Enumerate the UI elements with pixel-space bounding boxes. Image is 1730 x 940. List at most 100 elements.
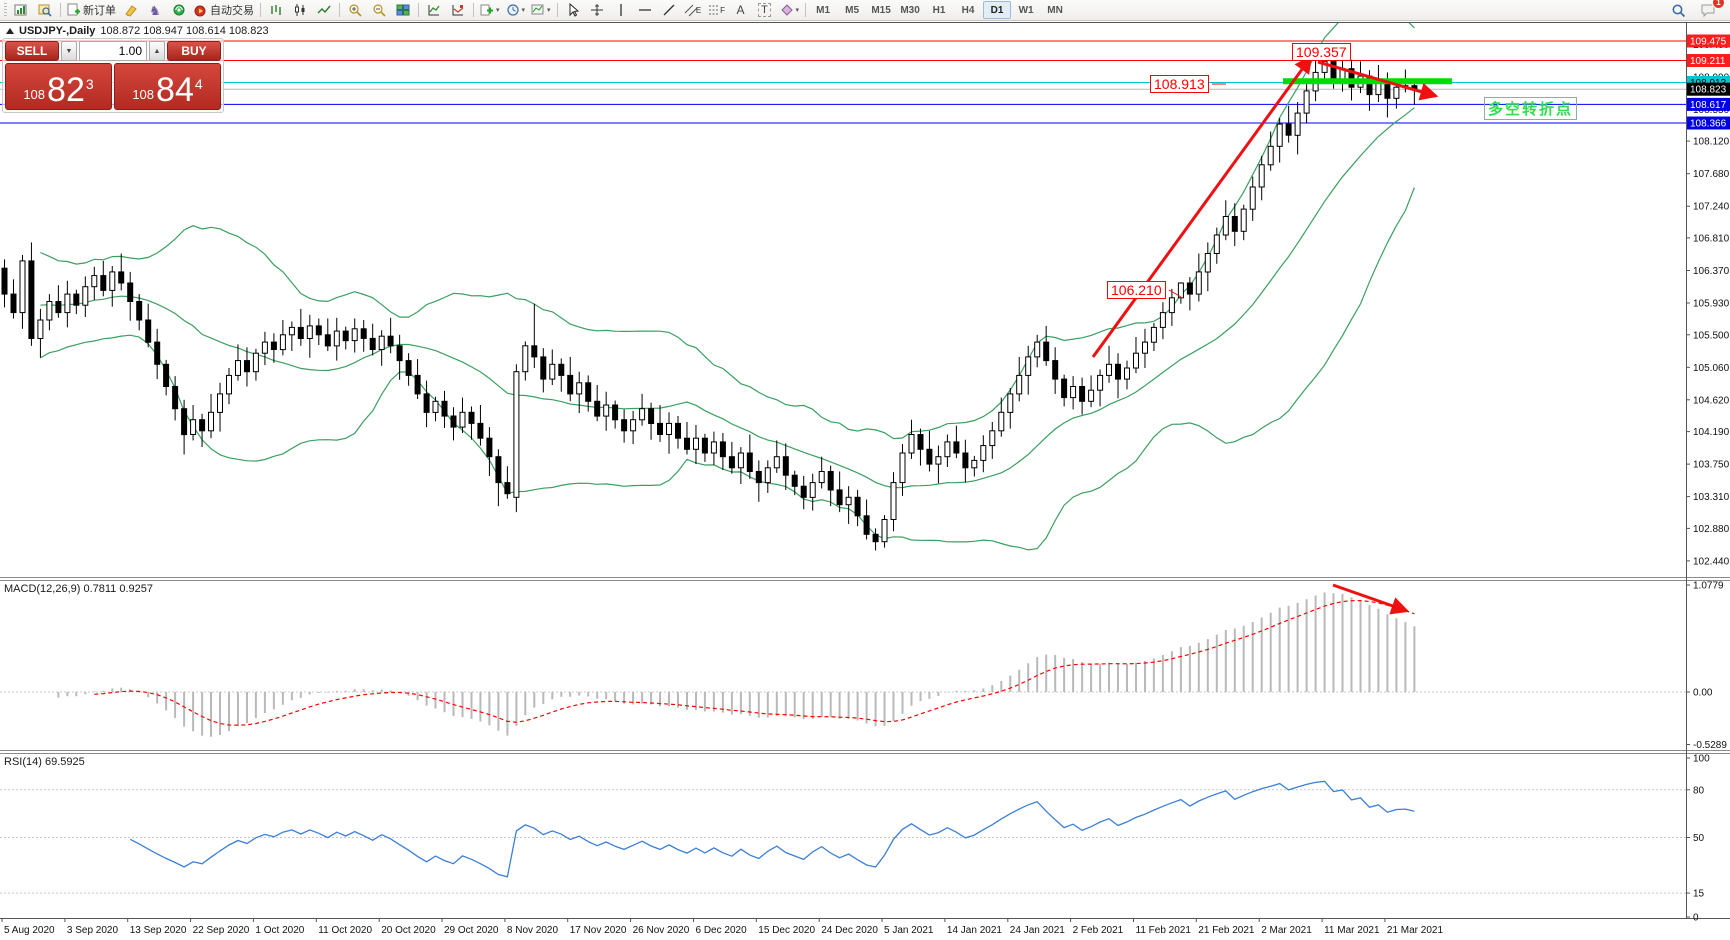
signals-button[interactable]: [167, 0, 191, 20]
date-tick-label: 2 Mar 2021: [1261, 925, 1312, 936]
text-label-tool-button[interactable]: T: [753, 0, 777, 20]
timeframe-M15[interactable]: M15: [871, 4, 891, 16]
indicator-properties-icon: [452, 5, 464, 16]
date-tick-label: 24 Dec 2020: [821, 925, 878, 936]
text-label-icon: T: [758, 3, 771, 17]
timeframe-W1[interactable]: W1: [1018, 4, 1034, 16]
volume-decrease-button[interactable]: ▼: [61, 41, 77, 61]
price-badge-label: 109.475: [1690, 37, 1727, 48]
up-trend-arrow: [1091, 55, 1313, 358]
rsi-axis-label: 0: [1693, 913, 1699, 924]
timeframe-MN[interactable]: MN: [1047, 4, 1063, 16]
sell-button[interactable]: SELL: [5, 41, 59, 61]
price-annotation-breakout[interactable]: 106.210: [1107, 281, 1166, 299]
text-tool-icon: A: [736, 3, 745, 17]
timeframe-D1[interactable]: D1: [983, 1, 1012, 19]
macd-axis-label: 0.00: [1693, 688, 1713, 699]
horizontal-line-tool-button[interactable]: [633, 0, 657, 20]
text-tool-button[interactable]: A: [729, 0, 753, 20]
add-indicator-button[interactable]: ▾: [477, 0, 503, 20]
dropdown-caret-icon: ▾: [795, 6, 800, 14]
autotrading-button[interactable]: 自动交易: [191, 0, 257, 20]
price-tick-label: 102.880: [1693, 524, 1730, 535]
timeframe-group: M1 M5 M15 M30 H1 H4 D1 W1 MN: [809, 1, 1069, 19]
profiles-button[interactable]: [33, 0, 57, 20]
price-annotation-level[interactable]: 108.913: [1150, 75, 1209, 93]
date-tick-label: 14 Jan 2021: [947, 925, 1002, 936]
date-tick-label: 11 Feb 2021: [1136, 925, 1192, 936]
date-tick-label: 6 Dec 2020: [696, 925, 748, 936]
indicator-properties-button[interactable]: [446, 0, 470, 20]
shapes-tool-button[interactable]: ▾: [777, 0, 803, 20]
line-chart-icon: [317, 5, 331, 14]
expert-advisors-button[interactable]: ♞: [143, 0, 167, 20]
vertical-line-icon: [619, 4, 622, 16]
timeframe-M30[interactable]: M30: [900, 4, 920, 16]
periods-button[interactable]: ▾: [503, 0, 529, 20]
dropdown-caret-icon: ▾: [496, 6, 500, 14]
channel-glyph: E: [695, 5, 702, 15]
fibonacci-tool-button[interactable]: F: [705, 0, 729, 20]
cursor-tool-button[interactable]: [561, 0, 585, 20]
price-tick-label: 104.190: [1693, 427, 1730, 438]
drawn-annotations[interactable]: [1091, 55, 1452, 615]
zoom-out-icon: [373, 4, 386, 17]
symbol-header: USDJPY-,Daily 108.872 108.947 108.614 10…: [6, 25, 269, 37]
indicator-window-button[interactable]: [422, 0, 446, 20]
buy-price-display[interactable]: 108 84 4: [114, 63, 221, 110]
cursor-icon: [569, 3, 579, 17]
bar-chart-button[interactable]: [264, 0, 288, 20]
notifications-button[interactable]: 1: [1696, 0, 1725, 20]
sell-price-display[interactable]: 108 82 3: [5, 63, 112, 110]
vertical-line-tool-button[interactable]: [609, 0, 633, 20]
date-tick-label: 2 Feb 2021: [1073, 925, 1124, 936]
metaeditor-button[interactable]: [119, 0, 143, 20]
date-tick-label: 29 Oct 2020: [444, 925, 499, 936]
timeframe-H1[interactable]: H1: [932, 4, 946, 16]
zoom-out-button[interactable]: [367, 0, 391, 20]
timeframe-M5[interactable]: M5: [845, 4, 860, 16]
templates-button[interactable]: ▾: [528, 0, 554, 20]
date-tick-label: 8 Nov 2020: [507, 925, 559, 936]
sell-price-small: 108: [23, 87, 46, 102]
search-icon: [1672, 4, 1685, 17]
volume-increase-button[interactable]: ▲: [149, 41, 165, 61]
date-tick-label: 1 Oct 2020: [255, 925, 304, 936]
timeframe-M1[interactable]: M1: [816, 4, 831, 16]
channel-tool-button[interactable]: E: [681, 0, 705, 20]
price-tick-label: 107.240: [1693, 202, 1730, 213]
buy-button[interactable]: BUY: [167, 41, 221, 61]
date-tick-label: 5 Jan 2021: [884, 925, 934, 936]
fibonacci-icon: [709, 5, 720, 15]
price-tick-label: 107.680: [1693, 169, 1730, 180]
profiles-icon: [38, 4, 52, 17]
search-button[interactable]: [1666, 0, 1690, 20]
clock-icon: [506, 4, 519, 16]
time-axis: 5 Aug 2020 3 Sep 2020 13 Sep 2020 22 Sep 20…: [1, 918, 1443, 936]
volume-input[interactable]: [79, 41, 147, 61]
price-axis: 109.430108.990108.550108.120107.680107.2…: [1686, 40, 1730, 924]
macd-indicator: [0, 592, 1686, 737]
price-annotation-peak[interactable]: 109.357: [1292, 43, 1351, 61]
crosshair-tool-button[interactable]: [585, 0, 609, 20]
date-tick-label: 24 Jan 2021: [1010, 925, 1065, 936]
price-tick-label: 108.120: [1693, 137, 1730, 148]
line-chart-button[interactable]: [312, 0, 336, 20]
text-annotation-turning-point[interactable]: 多空转折点: [1484, 97, 1578, 120]
tile-windows-button[interactable]: [391, 0, 415, 20]
trendline-icon: [663, 4, 675, 16]
price-tick-label: 106.810: [1693, 233, 1730, 244]
trendline-tool-button[interactable]: [657, 0, 681, 20]
candlestick-chart-button[interactable]: [288, 0, 312, 20]
price-badge-label: 108.617: [1690, 100, 1727, 111]
new-order-button[interactable]: 新订单: [64, 0, 119, 20]
date-tick-label: 5 Aug 2020: [4, 925, 55, 936]
fibonacci-glyph: F: [720, 5, 725, 15]
price-tick-label: 102.440: [1693, 556, 1730, 567]
tile-windows-icon: [396, 4, 410, 16]
timeframe-H4[interactable]: H4: [961, 4, 975, 16]
zoom-in-button[interactable]: [343, 0, 367, 20]
date-tick-label: 3 Sep 2020: [67, 925, 119, 936]
new-chart-button[interactable]: [9, 0, 33, 20]
